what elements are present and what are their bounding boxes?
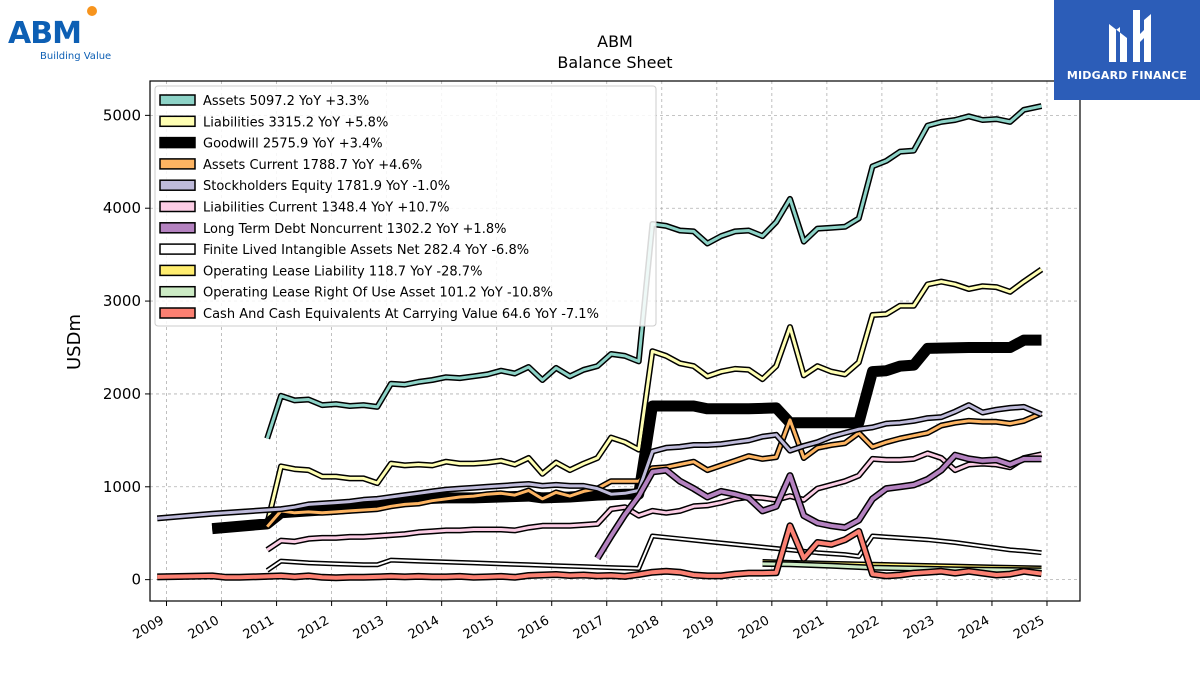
legend-label: Goodwill 2575.9 YoY +3.4% — [203, 137, 383, 152]
series-line — [266, 535, 1042, 572]
legend-swatch — [159, 94, 196, 106]
midgard-emblem-icon — [1109, 10, 1151, 62]
abm-logo-tagline: Building Value — [40, 51, 112, 62]
legend-swatch — [159, 264, 196, 277]
legend: Assets 5097.2 YoY +3.3% Liabilities 3315.… — [154, 85, 657, 327]
x-tick-label: 2012 — [296, 613, 332, 643]
legend-item: Liabilities Current 1348.4 YoY +10.7% — [159, 200, 450, 216]
x-tick-label: 2013 — [351, 613, 387, 643]
x-tick-label: 2024 — [956, 613, 992, 643]
legend-item: Operating Lease Right Of Use Asset 101.2… — [159, 285, 553, 301]
series-operating-lease-right-of-use-asset — [762, 560, 1042, 574]
legend-swatch — [159, 179, 196, 191]
series-long-term-debt-noncurrent — [594, 451, 1042, 561]
series-line — [211, 336, 1042, 533]
abm-logo-dot-icon — [87, 6, 97, 16]
legend-swatch — [159, 200, 196, 213]
legend-swatch — [159, 307, 196, 319]
legend-item: Assets Current 1788.7 YoY +4.6% — [159, 158, 422, 173]
legend-label: Liabilities Current 1348.4 YoY +10.7% — [203, 201, 450, 216]
series-line — [157, 523, 1042, 580]
x-tick-label: 2011 — [241, 613, 277, 643]
abm-logo: ABM Building Value — [6, 6, 116, 66]
legend-swatch — [159, 136, 196, 149]
series-liabilities-current — [265, 450, 1043, 553]
x-tick-label: 2019 — [681, 613, 717, 643]
y-tick-label: 2000 — [103, 385, 141, 403]
y-tick-label: 4000 — [103, 199, 141, 217]
legend-label: Assets Current 1788.7 YoY +4.6% — [203, 158, 422, 173]
legend-label: Assets 5097.2 YoY +3.3% — [203, 94, 369, 109]
x-tick-label: 2014 — [406, 613, 442, 643]
legend-swatch — [159, 115, 196, 128]
y-axis-label: USDm — [64, 314, 85, 370]
legend-label: Operating Lease Right Of Use Asset 101.2… — [203, 286, 553, 301]
legend-swatch — [159, 243, 196, 255]
x-tick-label: 2009 — [131, 613, 167, 643]
x-tick-label: 2017 — [571, 613, 607, 643]
abm-logo-wordmark: ABM — [8, 16, 82, 51]
series-line — [266, 412, 1043, 528]
y-tick-label: 5000 — [103, 106, 141, 124]
series-goodwill — [211, 334, 1042, 535]
legend-label: Liabilities 3315.2 YoY +5.8% — [203, 115, 388, 130]
chart-subtitle: Balance Sheet — [557, 53, 672, 72]
legend-swatch — [159, 285, 196, 298]
plot-frame — [149, 80, 1081, 602]
midgard-finance-wordmark: MIDGARD FINANCE — [1066, 69, 1188, 82]
legend-item: Finite Lived Intangible Assets Net 282.4… — [159, 243, 529, 258]
series-line — [595, 453, 1042, 560]
series-finite-lived-intangible-assets-net — [265, 533, 1042, 573]
midgard-finance-logo: MIDGARD FINANCE — [1054, 0, 1200, 100]
x-tick-label: 2018 — [626, 613, 662, 643]
legend-item: Operating Lease Liability 118.7 YoY -28.… — [159, 264, 482, 279]
series-cash-and-cash-equivalents-at-carrying-value — [157, 522, 1042, 582]
legend-item: Cash And Cash Equivalents At Carrying Va… — [159, 307, 599, 322]
legend-item: Stockholders Equity 1781.9 YoY -1.0% — [159, 179, 450, 194]
legend-box — [154, 85, 657, 327]
x-tick-label: 2023 — [901, 613, 937, 643]
y-tick-label: 3000 — [103, 292, 141, 310]
legend-swatch — [159, 158, 196, 170]
legend-item: Goodwill 2575.9 YoY +3.4% — [159, 136, 383, 152]
series-line — [265, 268, 1043, 525]
y-tick-label: 1000 — [103, 478, 141, 496]
series-lines — [156, 103, 1044, 582]
legend-item: Assets 5097.2 YoY +3.3% — [159, 94, 369, 109]
legend-label: Long Term Debt Noncurrent 1302.2 YoY +1.… — [203, 222, 506, 237]
legend-label: Stockholders Equity 1781.9 YoY -1.0% — [203, 179, 450, 194]
series-liabilities — [264, 267, 1044, 525]
legend-label: Finite Lived Intangible Assets Net 282.4… — [203, 243, 529, 258]
legend-item: Long Term Debt Noncurrent 1302.2 YoY +1.… — [159, 222, 506, 237]
y-tick-label: 0 — [131, 571, 141, 589]
x-tick-label: 2010 — [186, 613, 222, 643]
legend-label: Cash And Cash Equivalents At Carrying Va… — [203, 307, 599, 322]
x-tick-label: 2016 — [516, 613, 552, 643]
legend-swatch — [159, 222, 196, 234]
series-assets-current — [264, 410, 1043, 529]
series-line — [266, 451, 1042, 552]
x-tick-label: 2021 — [791, 613, 827, 643]
legend-label: Operating Lease Liability 118.7 YoY -28.… — [203, 264, 482, 279]
series-line — [762, 562, 1042, 572]
x-tick-label: 2022 — [846, 613, 882, 643]
legend-item: Liabilities 3315.2 YoY +5.8% — [159, 115, 388, 130]
x-tick-label: 2025 — [1011, 613, 1047, 643]
chart-title: ABM — [597, 32, 633, 51]
x-tick-label: 2015 — [461, 613, 497, 643]
x-tick-label: 2020 — [736, 613, 772, 643]
